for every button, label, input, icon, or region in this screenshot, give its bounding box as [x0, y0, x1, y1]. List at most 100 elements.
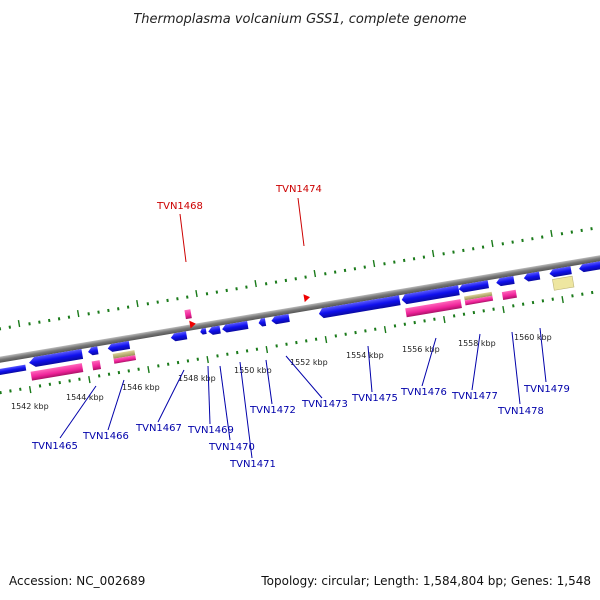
major-tick: [491, 239, 494, 248]
feature-tvn1474[interactable]: [303, 293, 310, 303]
minor-tick: [452, 250, 455, 254]
gene-arrow[interactable]: [0, 364, 27, 376]
major-tick: [17, 319, 21, 328]
minor-tick: [137, 367, 140, 371]
minor-tick: [275, 344, 278, 348]
gene-arrow[interactable]: [549, 266, 572, 278]
minor-tick: [215, 290, 219, 294]
feature-plus-marker-1[interactable]: [189, 320, 196, 329]
minor-tick: [9, 389, 12, 393]
minor-tick: [28, 322, 31, 326]
major-tick: [372, 259, 376, 268]
major-tick: [254, 279, 257, 288]
major-tick: [550, 229, 553, 238]
major-tick: [28, 386, 32, 394]
minor-tick: [571, 294, 574, 298]
gene-arrow[interactable]: [258, 317, 267, 327]
minor-tick: [354, 330, 357, 335]
minor-tick: [107, 372, 111, 376]
minor-tick: [226, 352, 229, 356]
gene-label-minus[interactable]: TVN1472: [249, 405, 296, 416]
tick-label: 1560 kbp: [514, 333, 552, 342]
major-tick: [88, 376, 91, 384]
minor-tick: [294, 277, 297, 281]
gene-arrow[interactable]: [200, 327, 207, 335]
rna-pink[interactable]: [30, 363, 84, 381]
rna-pink[interactable]: [91, 360, 102, 371]
tick-label: 1546 kbp: [122, 383, 160, 392]
rna-pink[interactable]: [113, 355, 137, 364]
minor-tick: [47, 318, 51, 323]
lower-tick-row: [0, 290, 594, 395]
minor-tick: [117, 370, 121, 375]
rna-tan[interactable]: [464, 291, 493, 301]
gene-label-minus[interactable]: TVN1471: [229, 459, 276, 470]
gene-arrow[interactable]: [496, 275, 515, 287]
minor-tick: [353, 267, 357, 271]
misc-feature-yellow[interactable]: [552, 275, 575, 291]
rna-pink[interactable]: [464, 295, 494, 306]
gene-label-minus[interactable]: TVN1470: [208, 442, 255, 453]
gene-label-minus[interactable]: TVN1477: [451, 391, 498, 402]
tick-label: 1552 kbp: [290, 358, 328, 367]
minor-tick: [512, 304, 515, 308]
gene-arrow[interactable]: [170, 331, 188, 342]
gene-label-minus[interactable]: TVN1473: [301, 399, 348, 410]
rna-pink[interactable]: [501, 289, 517, 300]
minor-tick: [68, 379, 71, 383]
major-tick: [431, 249, 435, 258]
minor-tick: [205, 292, 209, 296]
gene-label-minus[interactable]: TVN1467: [135, 423, 182, 434]
major-tick: [313, 269, 317, 278]
minor-tick: [452, 314, 456, 318]
gene-label-plus[interactable]: TVN1474: [275, 184, 322, 195]
gene-arrow[interactable]: [523, 271, 541, 283]
gene-arrow[interactable]: [28, 348, 84, 368]
gene-arrow[interactable]: [458, 280, 490, 293]
gene-label-minus[interactable]: TVN1466: [82, 431, 129, 442]
gene-arrow[interactable]: [271, 313, 290, 325]
minor-tick: [521, 238, 524, 243]
minor-tick: [67, 315, 71, 319]
gene-label-minus[interactable]: TVN1478: [497, 406, 544, 417]
gene-label-minus[interactable]: TVN1469: [187, 425, 234, 436]
minor-tick: [363, 265, 366, 269]
minor-tick: [541, 299, 545, 303]
gene-arrow[interactable]: [578, 260, 600, 273]
tick-label: 1544 kbp: [66, 393, 104, 402]
gene-arrow[interactable]: [318, 295, 401, 319]
minor-tick: [176, 297, 179, 301]
gene-arrow[interactable]: [208, 325, 221, 336]
gene-arrow[interactable]: [401, 285, 460, 305]
genome-track: [0, 227, 600, 395]
minor-tick: [423, 319, 426, 323]
minor-tick: [235, 287, 238, 291]
minor-tick: [107, 308, 110, 313]
rna-pink[interactable]: [405, 299, 462, 318]
gene-arrow[interactable]: [221, 320, 249, 333]
major-tick: [76, 309, 80, 318]
gene-arrow[interactable]: [107, 340, 131, 353]
minor-tick: [551, 297, 554, 301]
minor-tick: [560, 232, 564, 236]
major-tick: [195, 289, 198, 298]
tick-label: 1548 kbp: [178, 374, 216, 383]
major-tick: [265, 346, 269, 354]
minor-tick: [501, 242, 505, 246]
leader-line: [179, 213, 187, 263]
gene-label-minus[interactable]: TVN1479: [523, 384, 570, 395]
minor-tick: [216, 354, 219, 358]
minor-tick: [264, 282, 268, 286]
rna-tan[interactable]: [112, 350, 136, 359]
minor-tick: [481, 245, 485, 249]
gene-label-minus[interactable]: TVN1475: [351, 393, 398, 404]
gene-arrow[interactable]: [87, 346, 99, 356]
gene-label-minus[interactable]: TVN1465: [31, 441, 78, 452]
minor-tick: [304, 275, 307, 279]
minor-tick: [8, 325, 12, 329]
minor-tick: [393, 324, 397, 328]
gene-label-plus[interactable]: TVN1468: [156, 201, 203, 212]
minor-tick: [127, 369, 130, 373]
gene-label-minus[interactable]: TVN1476: [400, 387, 447, 398]
feature-tvn1468[interactable]: [184, 309, 192, 320]
